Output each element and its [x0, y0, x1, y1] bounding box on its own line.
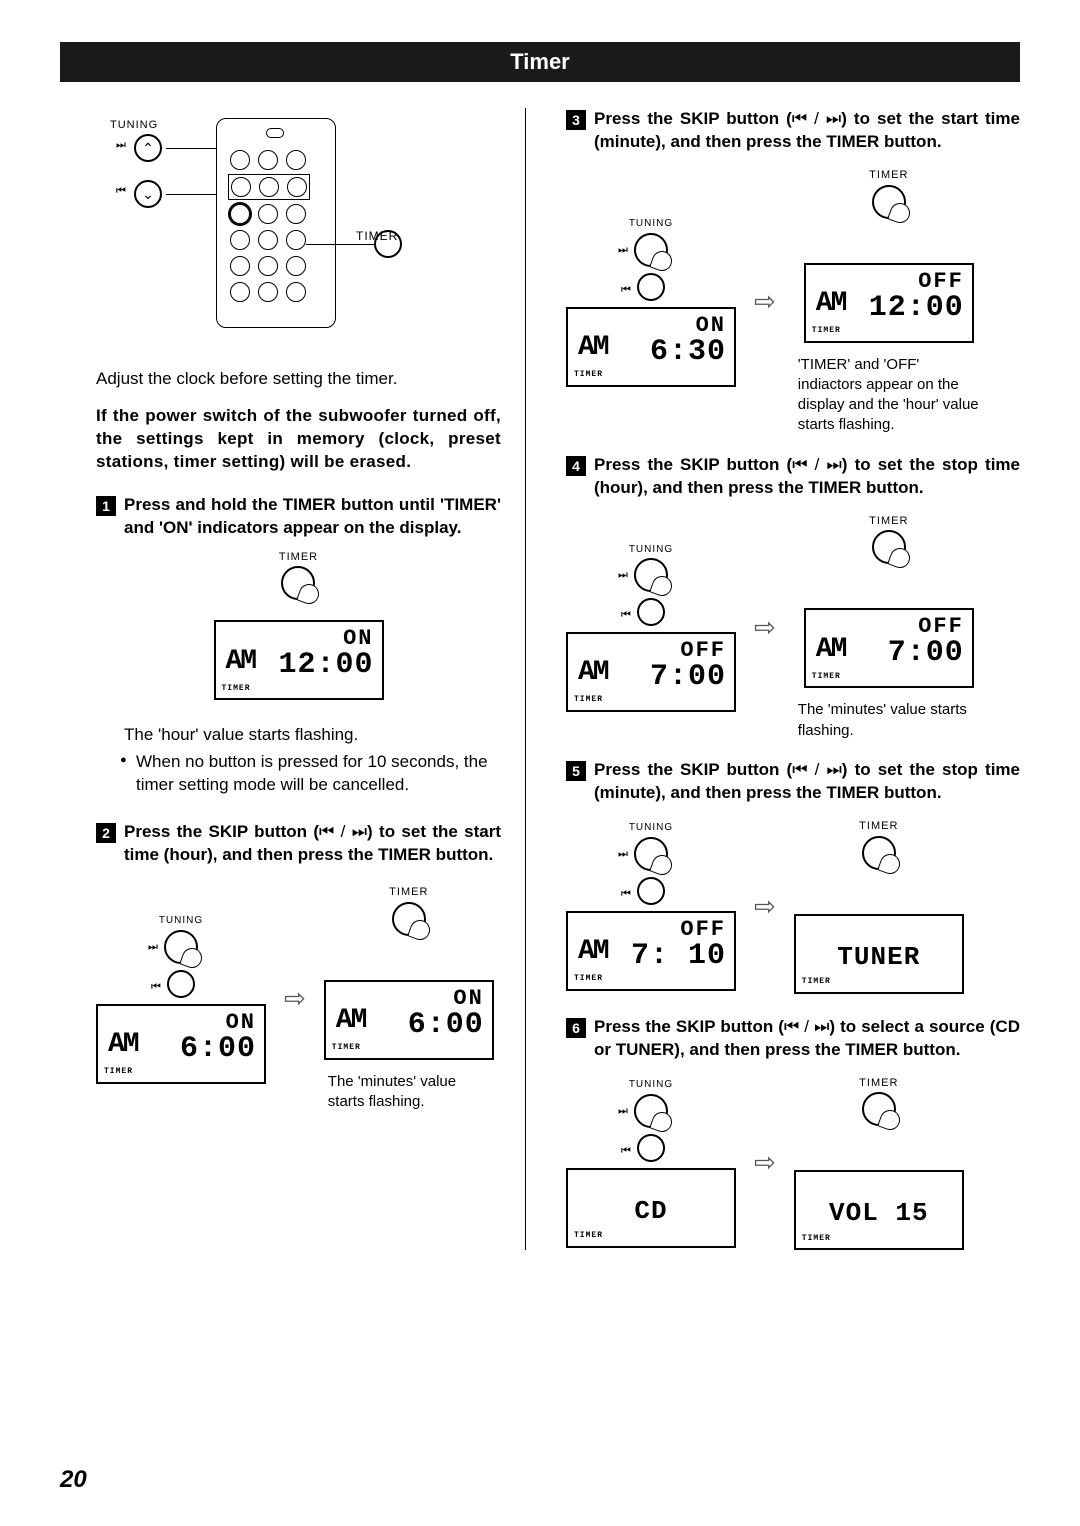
timer-button-diagram	[374, 230, 402, 258]
lcd-display: ON 6:30 AM TIMER	[566, 307, 736, 387]
arrow-right-icon: ⇨	[754, 1145, 776, 1180]
step-2: 2 Press the SKIP button () to set the st…	[96, 821, 501, 867]
lcd-display: ON 6:00 AM TIMER	[96, 1004, 266, 1084]
step-4-text-a: Press the SKIP button (	[594, 455, 792, 474]
step-6: 6 Press the SKIP button () to select a s…	[566, 1016, 1020, 1062]
step-6-text-a: Press the SKIP button (	[594, 1017, 784, 1036]
step-5-text-a: Press the SKIP button (	[594, 760, 792, 779]
step-1-text: Press and hold the TIMER button until 'T…	[124, 495, 501, 537]
step-number-badge: 5	[566, 761, 586, 781]
step-2-text-a: Press the SKIP button (	[124, 822, 319, 841]
step-3-caption: 'TIMER' and 'OFF' indiactors appear on t…	[794, 355, 984, 436]
lcd-display: ON 12:00 AM TIMER	[214, 620, 384, 700]
intro-adjust-clock: Adjust the clock before setting the time…	[96, 368, 501, 391]
step-3-text-a: Press the SKIP button (	[594, 109, 792, 128]
prev-icon: ⏮	[116, 184, 126, 199]
tuning-press-icon: TUNING ⏭ ⏮	[616, 543, 686, 627]
right-column: 3 Press the SKIP button () to set the st…	[566, 108, 1020, 1250]
step-3: 3 Press the SKIP button () to set the st…	[566, 108, 1020, 154]
lcd-display: TUNER TIMER	[794, 914, 964, 994]
step-number-badge: 4	[566, 456, 586, 476]
arrow-right-icon: ⇨	[754, 889, 776, 924]
tuning-press-icon: TUNING ⏭ ⏮	[146, 914, 216, 998]
lcd-display: OFF 7: 10 AM TIMER	[566, 911, 736, 991]
section-header: Timer	[60, 42, 1020, 82]
step-1: 1 Press and hold the TIMER button until …	[96, 494, 501, 540]
step-4: 4 Press the SKIP button () to set the st…	[566, 454, 1020, 500]
skip-icons	[784, 1017, 829, 1036]
step-2-caption: The 'minutes' value starts flashing.	[324, 1072, 494, 1113]
skip-icons	[792, 109, 841, 128]
tuning-up-button: ⌃	[134, 134, 162, 162]
timer-button-press-icon: TIMER	[279, 550, 318, 607]
lcd-display: OFF 12:00 AM TIMER	[804, 263, 974, 343]
timer-button-press-icon: TIMER	[859, 1076, 898, 1133]
lcd-display: OFF 7:00 AM TIMER	[566, 632, 736, 712]
lcd-display: CD TIMER	[566, 1168, 736, 1248]
lcd-display: VOL 15 TIMER	[794, 1170, 964, 1250]
timer-button-press-icon: TIMER	[859, 819, 898, 876]
intro-warning: If the power switch of the subwoofer tur…	[96, 405, 501, 474]
step-number-badge: 2	[96, 823, 116, 843]
tuning-press-icon: TUNING ⏭ ⏮	[616, 1078, 686, 1162]
tuning-label: TUNING	[110, 118, 158, 133]
left-column: TUNING ⌃ ⏭ ⌄ ⏮ TIMER Adjust the clock be…	[96, 108, 526, 1250]
step-4-caption: The 'minutes' value starts flashing.	[794, 700, 984, 741]
tuning-press-icon: TUNING ⏭ ⏮	[616, 217, 686, 301]
timer-button-press-icon: TIMER	[869, 168, 908, 225]
step-number-badge: 6	[566, 1018, 586, 1038]
timer-button-press-icon: TIMER	[869, 514, 908, 571]
skip-icons	[792, 760, 842, 779]
timer-button-press-icon: TIMER	[389, 885, 428, 942]
skip-icons	[792, 455, 842, 474]
tuning-down-button: ⌄	[134, 180, 162, 208]
step-number-badge: 3	[566, 110, 586, 130]
arrow-right-icon: ⇨	[754, 610, 776, 645]
arrow-right-icon: ⇨	[284, 981, 306, 1016]
next-icon: ⏭	[116, 138, 126, 153]
lcd-display: ON 6:00 AM TIMER	[324, 980, 494, 1060]
step-1-bullet: When no button is pressed for 10 seconds…	[96, 751, 501, 797]
step-number-badge: 1	[96, 496, 116, 516]
lcd-display: OFF 7:00 AM TIMER	[804, 608, 974, 688]
step-5: 5 Press the SKIP button () to set the st…	[566, 759, 1020, 805]
skip-icons	[319, 822, 367, 841]
remote-diagram: TUNING ⌃ ⏭ ⌄ ⏮ TIMER	[96, 108, 426, 338]
arrow-right-icon: ⇨	[754, 284, 776, 319]
step-1-note: The 'hour' value starts flashing.	[96, 724, 501, 747]
page-number: 20	[60, 1464, 87, 1496]
tuning-press-icon: TUNING ⏭ ⏮	[616, 821, 686, 905]
